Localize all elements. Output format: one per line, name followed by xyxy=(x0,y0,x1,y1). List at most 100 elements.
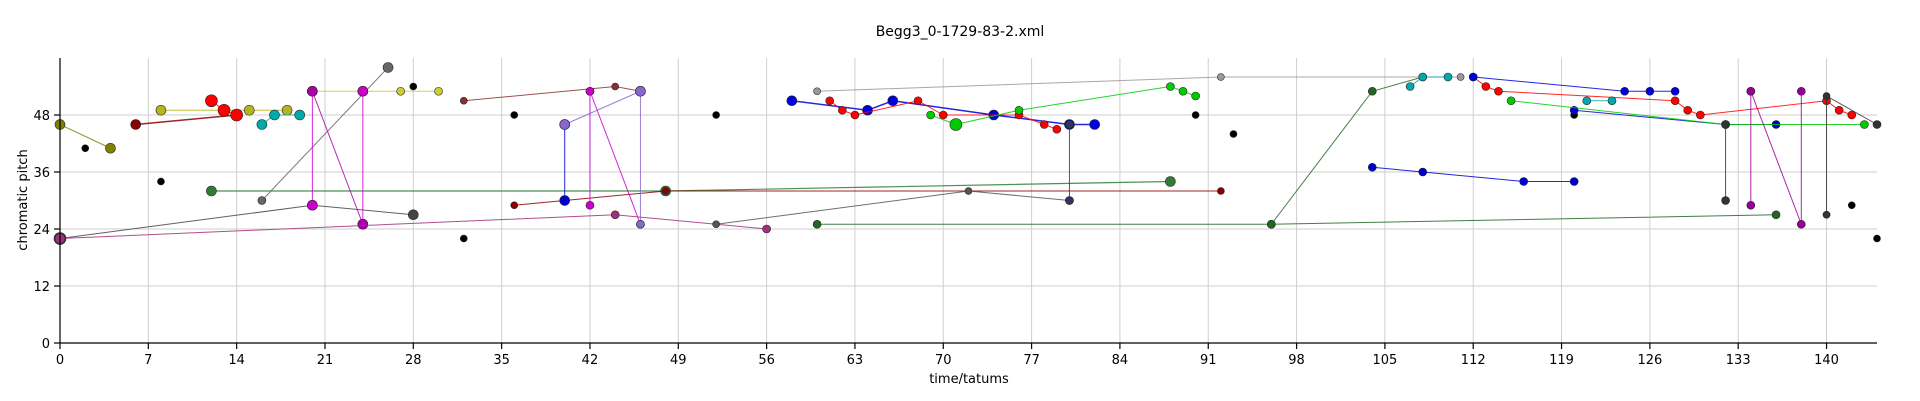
series-line xyxy=(589,91,641,225)
data-point xyxy=(1771,210,1781,220)
data-point xyxy=(1847,201,1856,210)
data-point xyxy=(230,108,243,122)
y-tick-label: 36 xyxy=(33,166,50,181)
series-line xyxy=(564,90,641,225)
data-point xyxy=(1796,219,1806,229)
y-tick-label: 0 xyxy=(42,337,50,352)
series-36 xyxy=(1746,86,1806,229)
data-point xyxy=(938,110,948,120)
data-point xyxy=(887,95,899,107)
series-line xyxy=(135,114,237,126)
data-point xyxy=(812,219,822,229)
data-point xyxy=(1607,96,1617,106)
data-point xyxy=(459,96,468,105)
y-tick-label: 12 xyxy=(33,280,50,295)
series-line xyxy=(930,85,1196,126)
data-point xyxy=(256,119,268,130)
data-point xyxy=(243,104,255,116)
data-point xyxy=(1645,86,1655,96)
y-tick-label: 48 xyxy=(33,109,50,124)
data-point xyxy=(838,105,847,115)
data-point xyxy=(1746,86,1756,96)
series-30 xyxy=(1468,72,1857,120)
data-point xyxy=(408,209,419,221)
data-point xyxy=(1721,120,1730,129)
x-tick-label: 42 xyxy=(582,353,599,368)
data-point xyxy=(1494,86,1503,96)
x-tick-label: 133 xyxy=(1726,353,1751,368)
series-29 xyxy=(1367,162,1579,186)
data-point xyxy=(712,111,720,119)
data-point xyxy=(1065,196,1074,205)
x-tick-label: 14 xyxy=(228,353,245,368)
series-33 xyxy=(1582,96,1617,106)
series-38 xyxy=(1822,92,1882,219)
data-point xyxy=(712,220,720,229)
data-point xyxy=(913,96,923,106)
series-line xyxy=(1574,109,1777,125)
data-point xyxy=(862,104,873,116)
series-19 xyxy=(559,85,646,229)
data-point xyxy=(1696,110,1705,120)
data-point xyxy=(850,110,860,120)
data-point xyxy=(382,62,394,73)
series-line xyxy=(716,190,1070,225)
data-point xyxy=(205,94,218,108)
series-line xyxy=(1409,76,1448,87)
data-point xyxy=(1191,91,1200,101)
data-point xyxy=(610,210,620,220)
data-point xyxy=(307,85,318,97)
chart-title: Begg3_0-1729-83-2.xml xyxy=(876,24,1045,40)
series-23 xyxy=(926,82,1200,131)
data-point xyxy=(1481,82,1491,91)
y-tick-label: 24 xyxy=(33,223,50,238)
data-point xyxy=(1191,111,1200,119)
data-point xyxy=(294,109,306,121)
x-tick-label: 7 xyxy=(144,353,152,368)
x-tick-label: 21 xyxy=(317,353,334,368)
data-point xyxy=(1721,196,1730,205)
data-point xyxy=(81,144,90,153)
data-point xyxy=(1670,96,1680,106)
data-point xyxy=(1569,177,1579,186)
data-point xyxy=(1872,120,1882,129)
data-point xyxy=(1014,105,1024,115)
data-point xyxy=(1860,120,1869,129)
data-point xyxy=(1089,119,1100,130)
data-point xyxy=(1418,72,1428,82)
x-tick-label: 112 xyxy=(1461,353,1486,368)
data-point xyxy=(1405,82,1415,91)
series-25 xyxy=(813,73,1465,96)
data-point xyxy=(559,195,571,206)
data-point xyxy=(206,185,217,197)
data-point xyxy=(459,234,468,243)
data-point xyxy=(307,199,318,211)
data-point xyxy=(1834,105,1844,115)
series-line xyxy=(817,76,1461,92)
data-point xyxy=(786,95,798,107)
data-point xyxy=(1178,86,1188,96)
data-point xyxy=(396,86,405,96)
data-point xyxy=(559,119,571,130)
x-tick-label: 140 xyxy=(1814,353,1839,368)
data-point xyxy=(635,85,646,97)
series-line xyxy=(59,124,111,149)
data-point xyxy=(130,119,142,130)
data-point xyxy=(155,104,167,116)
data-point xyxy=(357,85,369,97)
data-point xyxy=(1039,120,1049,129)
data-point xyxy=(1229,130,1238,138)
series-4 xyxy=(205,94,243,122)
series-line xyxy=(1270,76,1423,225)
data-point xyxy=(661,187,670,195)
x-tick-label: 119 xyxy=(1549,353,1574,368)
data-point xyxy=(1620,86,1629,96)
data-point xyxy=(585,200,595,210)
data-point xyxy=(1166,82,1175,91)
series-28 xyxy=(1405,72,1453,91)
data-point xyxy=(1217,187,1225,195)
data-point xyxy=(1822,92,1831,100)
data-point xyxy=(762,224,771,234)
data-point xyxy=(1822,210,1831,219)
